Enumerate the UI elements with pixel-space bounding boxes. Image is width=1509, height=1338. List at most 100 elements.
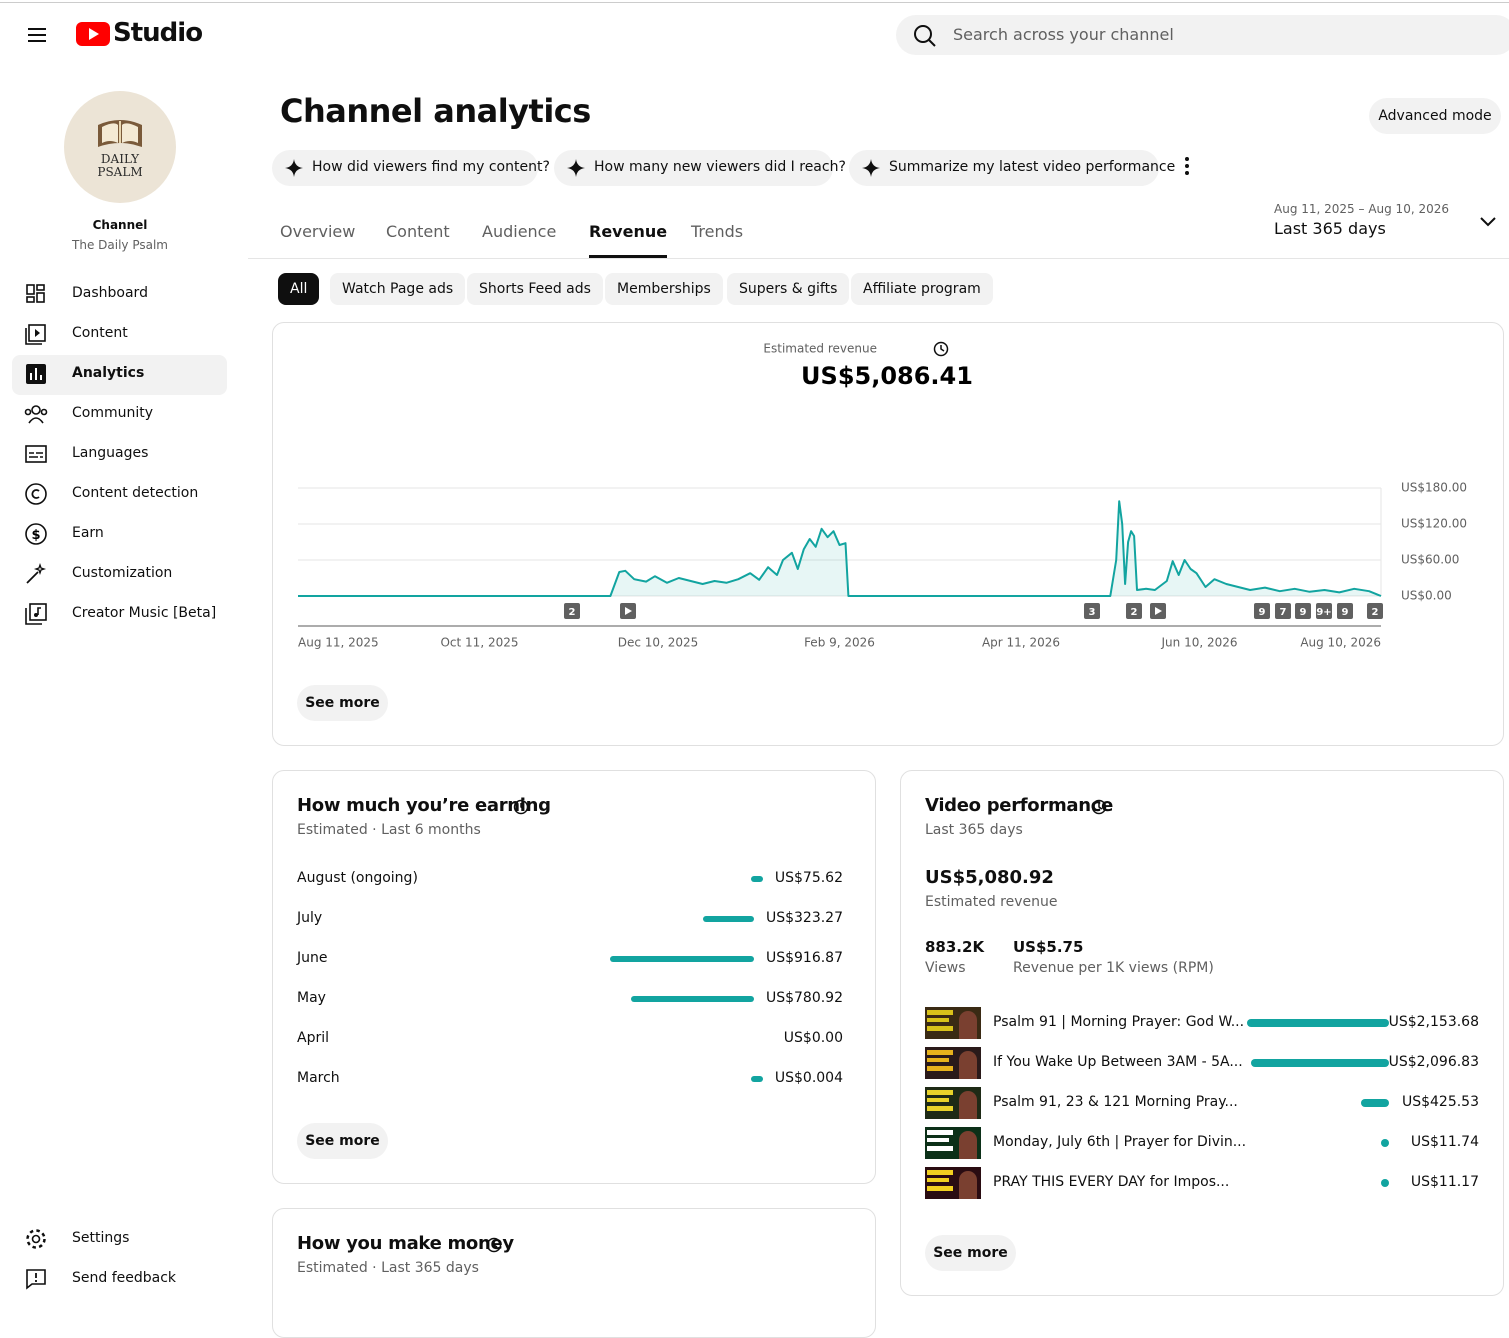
info-icon[interactable] [513, 799, 529, 815]
video-marker-count: 3 [1089, 607, 1096, 618]
filter-chip[interactable]: Supers & gifts [727, 273, 850, 305]
tab[interactable]: Revenue [589, 222, 668, 241]
date-preset[interactable]: Last 365 days [1274, 219, 1386, 238]
stat-value: US$5.75 [1013, 938, 1084, 956]
row-label: March [297, 1070, 340, 1086]
tab[interactable]: Overview [280, 222, 356, 241]
video-marker-count: 2 [1372, 607, 1379, 618]
date-dropdown[interactable] [1478, 214, 1498, 230]
video-thumbnail[interactable] [925, 1127, 981, 1159]
tab[interactable]: Content [386, 222, 450, 241]
prompt-chip[interactable]: How did viewers find my content? [272, 150, 550, 186]
channel-avatar[interactable] [64, 91, 176, 203]
revenue-chart: Estimated revenue US$5,086.41 US$0.00 US$… [298, 341, 1467, 650]
row-value: US$323.27 [765, 910, 843, 926]
video-title[interactable]: PRAY THIS EVERY DAY for Impos... [993, 1174, 1230, 1190]
nav-item[interactable]: Send feedback [72, 1270, 177, 1286]
logo-text: Studio [113, 18, 203, 48]
x-tick-label: Dec 10, 2025 [618, 636, 698, 650]
avatar-line: DAILY [100, 152, 140, 166]
row-value: US$75.62 [774, 870, 843, 886]
more-button[interactable] [1180, 156, 1194, 176]
nav-item[interactable]: Content [72, 325, 128, 341]
metric-label: Estimated revenue [763, 342, 877, 356]
card-title: Video performance [925, 795, 1114, 816]
nav-item[interactable]: Dashboard [72, 285, 148, 301]
nav-item[interactable]: Analytics [72, 365, 145, 381]
filter-chip[interactable]: Shorts Feed ads [467, 273, 603, 305]
revenue-line [298, 500, 1382, 597]
menu-button[interactable] [26, 26, 50, 46]
video-thumbnail[interactable] [925, 1007, 981, 1039]
info-icon[interactable] [486, 1237, 502, 1253]
row-label: June [297, 950, 328, 966]
prompt-chip[interactable]: Summarize my latest video performance [849, 150, 1175, 186]
filter-chip[interactable]: All [278, 273, 320, 305]
nav-item[interactable]: Content detection [72, 485, 199, 501]
nav-icon [24, 562, 48, 586]
video-thumbnail[interactable] [925, 1047, 981, 1079]
x-tick-label: Aug 10, 2026 [1300, 636, 1381, 650]
channel-name: The Daily Psalm [72, 238, 168, 252]
video-marker [1126, 603, 1142, 619]
x-tick-label: Jun 10, 2026 [1161, 636, 1238, 650]
nav-item[interactable]: Community [72, 405, 154, 421]
row-label: August (ongoing) [297, 870, 418, 886]
video-marker [1275, 603, 1291, 619]
stat-label: Views [925, 960, 966, 976]
nav-icon [24, 362, 48, 386]
filter-chip[interactable]: Memberships [605, 273, 723, 305]
video-title[interactable]: Psalm 91 | Morning Prayer: God W... [993, 1014, 1245, 1030]
logo-icon[interactable] [76, 22, 110, 46]
y-tick-label: US$120.00 [1401, 517, 1467, 531]
revenue-bar [1381, 1179, 1389, 1187]
video-marker [1084, 603, 1100, 619]
video-thumbnail[interactable] [925, 1167, 981, 1199]
nav-item[interactable]: Earn [72, 525, 104, 541]
revenue-bar [703, 916, 754, 922]
stat-label: Revenue per 1K views (RPM) [1013, 960, 1214, 976]
total-value: US$5,080.92 [925, 867, 1054, 888]
card-title: How much you’re earning [297, 795, 551, 816]
nav-icon [24, 322, 48, 346]
video-marker-count: 9 [1300, 607, 1307, 618]
prompt-chip[interactable]: How many new viewers did I reach? [554, 150, 846, 186]
x-tick-label: Oct 11, 2025 [440, 636, 518, 650]
nav-item[interactable]: Customization [72, 565, 173, 581]
video-title[interactable]: If You Wake Up Between 3AM - 5A... [993, 1054, 1243, 1070]
row-label: July [297, 910, 323, 926]
search-box[interactable] [896, 15, 1509, 55]
video-marker-count: 9 [1259, 607, 1266, 618]
y-tick-label: US$60.00 [1401, 553, 1459, 567]
nav-icon [24, 282, 48, 306]
page-title: Channel analytics [280, 92, 591, 130]
metric-total: US$5,086.41 [801, 362, 973, 390]
video-value: US$2,096.83 [1388, 1054, 1479, 1070]
video-title[interactable]: Psalm 91, 23 & 121 Morning Pray... [993, 1094, 1238, 1110]
nav-item[interactable]: Languages [72, 445, 149, 461]
revenue-bar [1360, 1099, 1389, 1107]
filter-chip[interactable]: Affiliate program [851, 273, 993, 305]
tab[interactable]: Trends [691, 222, 744, 241]
nav-active-bg [12, 355, 227, 395]
video-value: US$11.74 [1410, 1134, 1479, 1150]
info-icon[interactable] [1091, 799, 1107, 815]
see-more-button[interactable]: See more [297, 685, 388, 721]
filter-chip[interactable]: Watch Page ads [330, 273, 466, 305]
advanced-mode-button[interactable]: Advanced mode [1369, 98, 1501, 134]
see-more-button[interactable]: See more [297, 1123, 388, 1159]
y-tick-label: US$180.00 [1401, 481, 1467, 495]
tab[interactable]: Audience [482, 222, 557, 241]
see-more-button[interactable]: See more [925, 1235, 1016, 1271]
top-border [0, 2, 1509, 3]
info-icon[interactable] [933, 341, 949, 357]
nav-item[interactable]: Settings [72, 1230, 130, 1246]
video-marker [564, 603, 580, 619]
revenue-area [298, 501, 1381, 596]
nav-item[interactable]: Creator Music [Beta] [72, 605, 217, 621]
video-value: US$2,153.68 [1388, 1014, 1479, 1030]
video-marker [1316, 603, 1332, 619]
video-title[interactable]: Monday, July 6th | Prayer for Divin... [993, 1134, 1247, 1150]
svg-text:$: $ [31, 528, 40, 543]
video-thumbnail[interactable] [925, 1087, 981, 1119]
